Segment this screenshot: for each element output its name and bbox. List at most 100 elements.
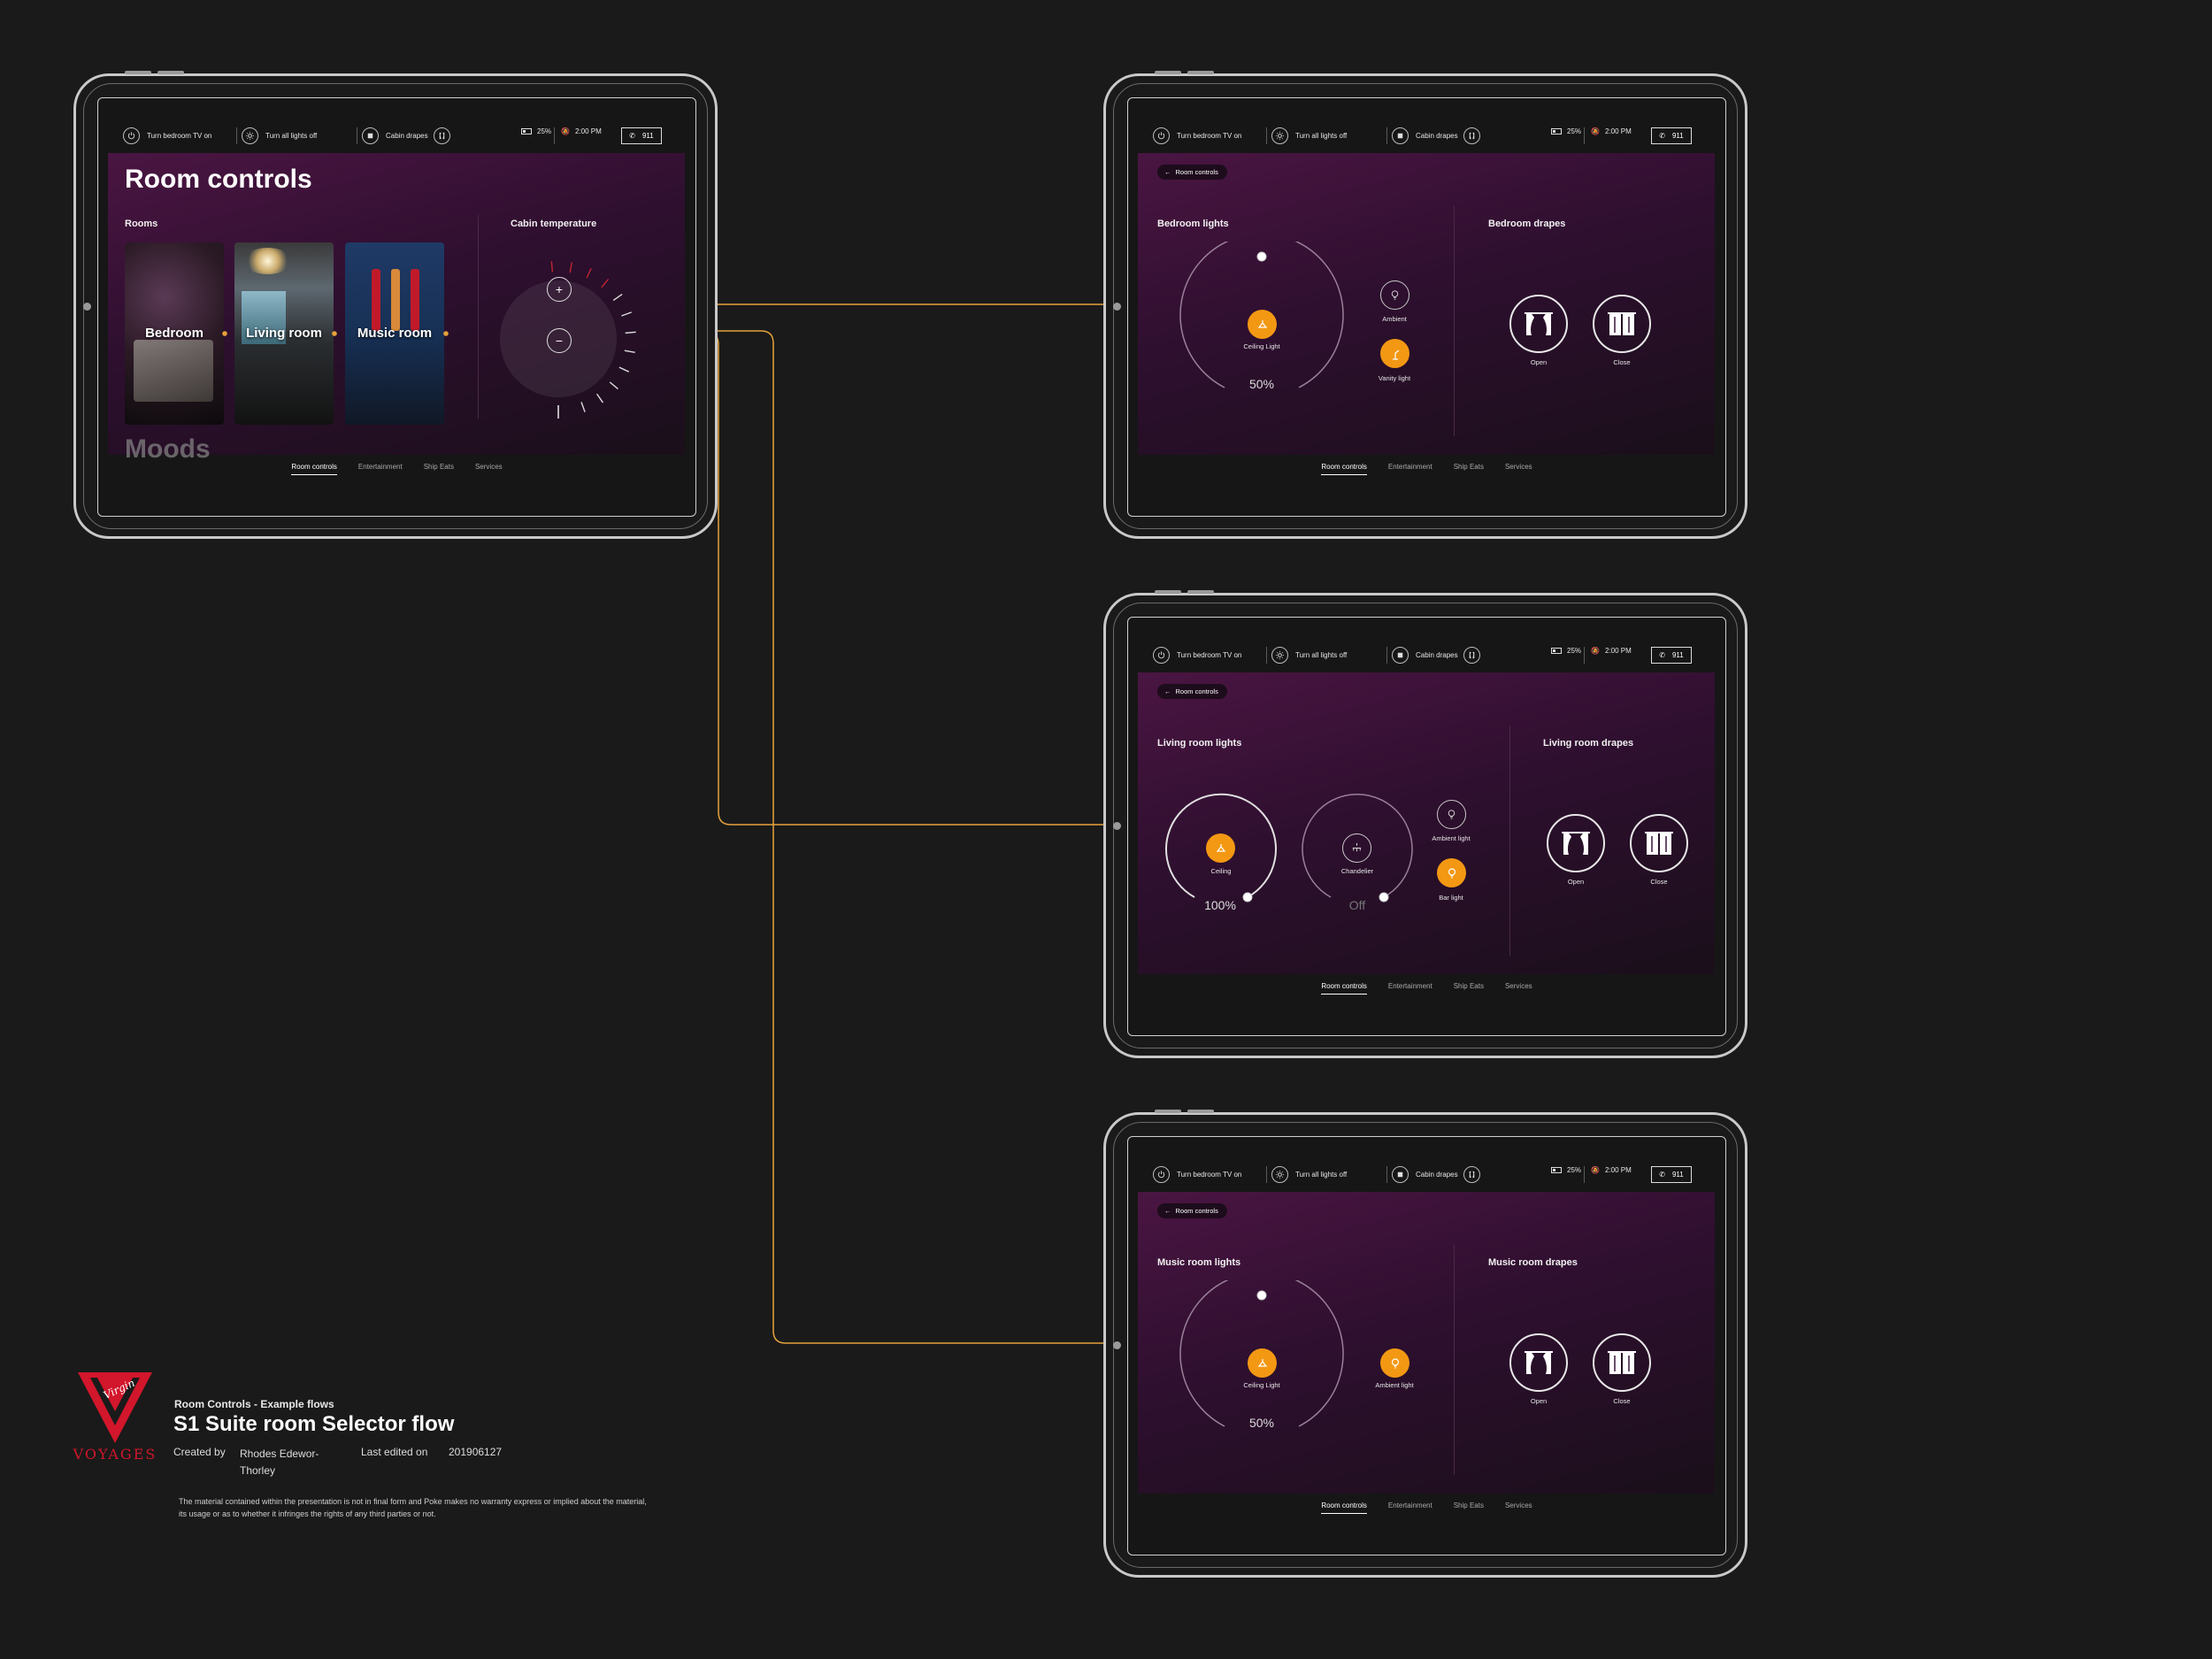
ambient-bulb-icon[interactable] <box>1380 280 1409 310</box>
tv-toggle[interactable]: Turn bedroom TV on <box>123 127 211 144</box>
vanity-lamp-icon[interactable] <box>1380 339 1409 368</box>
tab-entertainment[interactable]: Entertainment <box>357 463 403 471</box>
tab-room-controls[interactable]: Room controls <box>1321 1502 1367 1514</box>
dimmer-level: Off <box>1348 898 1366 912</box>
drapes-open-button[interactable] <box>1509 295 1568 353</box>
music-dimmer-dial[interactable] <box>1173 1280 1350 1457</box>
curtain-closed-icon <box>1608 312 1636 335</box>
tablet-music-room: Turn bedroom TV on Turn all lights off C… <box>1103 1110 1747 1578</box>
back-button[interactable]: ← Room controls <box>1157 684 1227 699</box>
bottom-nav: Room controls Entertainment Ship Eats Se… <box>1128 1502 1725 1523</box>
lights-off-toggle[interactable]: Turn all lights off <box>1271 127 1347 144</box>
cabin-drapes-toggle[interactable]: Cabin drapes <box>362 127 450 144</box>
ceiling-dimmer-dial[interactable] <box>1159 789 1283 913</box>
tab-room-controls[interactable]: Room controls <box>1321 463 1367 475</box>
emergency-call-button[interactable]: ✆ 911 <box>621 127 662 144</box>
drapes-close-button[interactable] <box>1593 295 1651 353</box>
tab-ship-eats[interactable]: Ship Eats <box>1453 463 1484 471</box>
tab-room-controls[interactable]: Room controls <box>291 463 337 475</box>
status-bar: Turn bedroom TV on Turn all lights off C… <box>1128 1137 1725 1190</box>
back-button[interactable]: ← Room controls <box>1157 165 1227 180</box>
drape-label: Close <box>1650 878 1668 886</box>
moods-label: Moods <box>125 434 211 464</box>
drape-label: Open <box>1530 1397 1548 1405</box>
curtain-open-icon <box>1525 312 1553 335</box>
clock: 🔕 2:00 PM <box>1591 127 1632 135</box>
curtain-closed-icon <box>1645 832 1673 855</box>
temperature-tick <box>609 381 618 390</box>
camera-dot <box>83 303 91 311</box>
bell-off-icon: 🔕 <box>1591 1166 1600 1174</box>
temperature-tick <box>624 349 635 353</box>
battery-indicator: 25% <box>521 127 551 135</box>
drapes-title: Bedroom drapes <box>1488 219 1566 229</box>
tv-toggle[interactable]: Turn bedroom TV on <box>1153 647 1241 664</box>
chandelier-dimmer-dial[interactable] <box>1295 789 1419 913</box>
room-card-music-room[interactable]: Music room <box>345 242 444 425</box>
status-bar: Turn bedroom TV on Turn all lights off C… <box>1128 98 1725 151</box>
room-name: Music room <box>357 326 433 341</box>
ambient-bulb-icon[interactable] <box>1380 1348 1409 1378</box>
arrow-left-icon: ← <box>1164 687 1171 695</box>
temperature-tick <box>601 279 610 288</box>
bell-off-icon: 🔕 <box>561 127 570 135</box>
emergency-call-button[interactable]: ✆ 911 <box>1651 647 1692 664</box>
temperature-tick <box>618 366 630 373</box>
drapes-open-icon[interactable] <box>433 127 450 144</box>
emergency-call-button[interactable]: ✆ 911 <box>1651 1166 1692 1183</box>
ceiling-light-icon[interactable] <box>1248 1348 1277 1378</box>
ceiling-light-icon[interactable] <box>1248 310 1277 339</box>
drapes-open-button[interactable] <box>1509 1333 1568 1392</box>
drapes-close-button[interactable] <box>1593 1333 1651 1392</box>
drapes-open-button[interactable] <box>1547 814 1605 872</box>
screen: Turn bedroom TV on Turn all lights off C… <box>1127 1136 1726 1555</box>
bar-light-icon[interactable] <box>1437 858 1466 887</box>
chandelier-icon[interactable] <box>1342 833 1371 863</box>
living-room-panel: ← Room controls Living room lights Ceilin… <box>1138 672 1715 974</box>
ambient-bulb-icon[interactable] <box>1437 800 1466 829</box>
tab-ship-eats[interactable]: Ship Eats <box>423 463 454 471</box>
tv-toggle[interactable]: Turn bedroom TV on <box>1153 127 1241 144</box>
drapes-open-icon[interactable] <box>1463 647 1480 664</box>
tab-services[interactable]: Services <box>1504 463 1532 471</box>
tab-entertainment[interactable]: Entertainment <box>1387 1502 1432 1509</box>
cabin-drapes-toggle[interactable]: Cabin drapes <box>1392 647 1480 664</box>
lights-off-toggle[interactable]: Turn all lights off <box>1271 1166 1347 1183</box>
room-card-bedroom[interactable]: Bedroom <box>125 242 224 425</box>
temperature-up-button[interactable]: + <box>547 277 572 302</box>
room-card-living-room[interactable]: Living room <box>234 242 334 425</box>
cabin-drapes-toggle[interactable]: Cabin drapes <box>1392 1166 1480 1183</box>
drapes-open-icon[interactable] <box>1463 1166 1480 1183</box>
temperature-tick <box>612 293 623 301</box>
status-bar: Turn bedroom TV on Turn all lights off C… <box>98 98 695 151</box>
bedroom-panel: ← Room controls Bedroom lights Ceiling Li… <box>1138 153 1715 455</box>
status-bar: Turn bedroom TV on Turn all lights off C… <box>1128 618 1725 671</box>
emergency-call-button[interactable]: ✆ 911 <box>1651 127 1692 144</box>
dimmer-level: 100% <box>1204 898 1236 912</box>
tab-services[interactable]: Services <box>1504 1502 1532 1509</box>
cabin-drapes-toggle[interactable]: Cabin drapes <box>1392 127 1480 144</box>
tab-ship-eats[interactable]: Ship Eats <box>1453 982 1484 990</box>
tablet-room-controls: Turn bedroom TV on Turn all lights off C… <box>73 71 718 539</box>
tab-entertainment[interactable]: Entertainment <box>1387 463 1432 471</box>
camera-dot <box>1113 1341 1121 1349</box>
drapes-title: Living room drapes <box>1543 738 1634 749</box>
drapes-open-icon[interactable] <box>1463 127 1480 144</box>
drapes-close-button[interactable] <box>1630 814 1688 872</box>
tab-room-controls[interactable]: Room controls <box>1321 982 1367 995</box>
tv-toggle[interactable]: Turn bedroom TV on <box>1153 1166 1241 1183</box>
tab-entertainment[interactable]: Entertainment <box>1387 982 1432 990</box>
lights-off-toggle[interactable]: Turn all lights off <box>1271 647 1347 664</box>
ceiling-light-icon[interactable] <box>1206 833 1235 863</box>
clock: 🔕 2:00 PM <box>1591 1166 1632 1174</box>
tab-services[interactable]: Services <box>1504 982 1532 990</box>
tab-services[interactable]: Services <box>474 463 503 471</box>
back-button[interactable]: ← Room controls <box>1157 1203 1227 1218</box>
lights-off-toggle[interactable]: Turn all lights off <box>242 127 317 144</box>
phone-icon: ✆ <box>629 132 635 140</box>
bedroom-dimmer-dial[interactable] <box>1173 242 1350 419</box>
bottom-nav: Room controls Entertainment Ship Eats Se… <box>1128 982 1725 1003</box>
temperature-down-button[interactable]: − <box>547 328 572 353</box>
tab-ship-eats[interactable]: Ship Eats <box>1453 1502 1484 1509</box>
page-title: Room controls <box>125 165 312 194</box>
